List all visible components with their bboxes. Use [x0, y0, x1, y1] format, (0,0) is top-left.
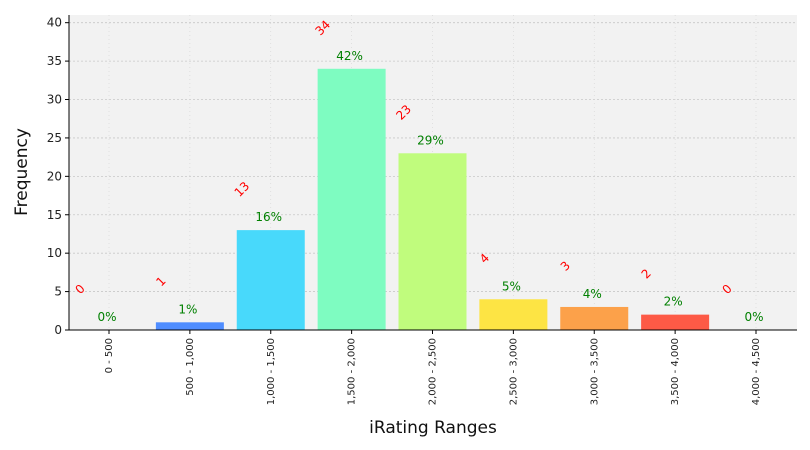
- x-tick-label: 4,000 - 4,500: [751, 338, 762, 405]
- x-tick-label: 2,500 - 3,000: [508, 338, 519, 405]
- y-tick-label: 35: [47, 54, 62, 68]
- y-tick-label: 40: [47, 16, 62, 30]
- bar: [560, 306, 629, 330]
- bar: [479, 299, 548, 330]
- x-axis-ticks: 0 - 500 500 - 1,000 1,000 - 1,500 1,500 - 2…: [104, 330, 762, 405]
- x-tick-label: 0 - 500: [104, 338, 115, 373]
- y-tick-label: 25: [47, 131, 62, 145]
- x-tick-label: 1,000 - 1,500: [266, 338, 277, 405]
- x-tick-label: 3,500 - 4,000: [670, 338, 681, 405]
- x-tick-label: 1,500 - 2,000: [347, 338, 358, 405]
- bar: [317, 68, 386, 330]
- percent-label: 4%: [583, 287, 602, 301]
- x-tick-label: 2,000 - 2,500: [428, 338, 439, 405]
- y-tick-label: 15: [47, 208, 62, 222]
- percent-label: 29%: [417, 133, 444, 147]
- y-axis-title: Frequency: [12, 128, 32, 216]
- percent-label: 5%: [502, 279, 521, 293]
- bar: [641, 314, 710, 330]
- y-tick-label: 10: [47, 246, 62, 260]
- y-tick-label: 20: [47, 169, 62, 183]
- x-axis-title: iRating Ranges: [369, 418, 497, 438]
- bar: [155, 322, 224, 330]
- bars: [155, 68, 710, 330]
- x-tick-label: 500 - 1,000: [185, 338, 196, 396]
- x-tick-label: 3,000 - 3,500: [589, 338, 600, 405]
- bar: [236, 230, 305, 330]
- y-tick-label: 30: [47, 93, 62, 107]
- y-tick-label: 0: [54, 323, 62, 337]
- percent-label: 1%: [178, 302, 197, 316]
- percent-label: 0%: [744, 310, 763, 324]
- y-axis-ticks: 0 5 10 15 20 25 30 35 40: [47, 16, 69, 337]
- percent-label: 16%: [255, 210, 282, 224]
- y-tick-label: 5: [54, 285, 62, 299]
- percent-label: 42%: [336, 49, 363, 63]
- percent-label: 2%: [664, 295, 683, 309]
- percent-label: 0%: [97, 310, 116, 324]
- bar: [398, 153, 467, 330]
